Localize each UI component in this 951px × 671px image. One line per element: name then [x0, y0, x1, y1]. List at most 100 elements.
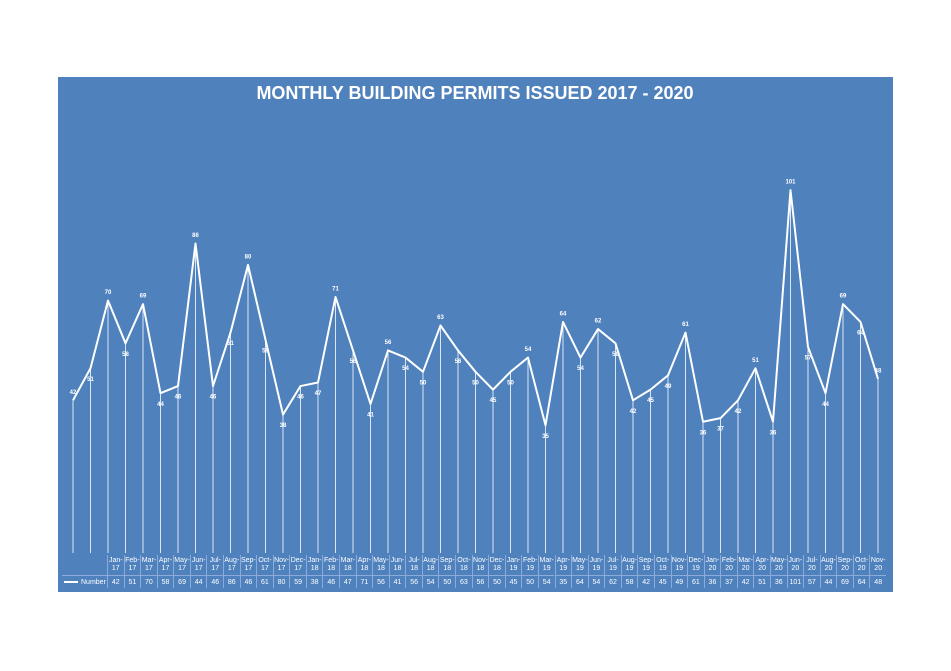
line [72, 189, 879, 427]
table-value: 44 [819, 575, 837, 588]
category-label: Jun-17 [189, 555, 207, 575]
table-value: 46 [206, 575, 223, 588]
table-value: 69 [836, 575, 853, 588]
table-value: 49 [670, 575, 688, 588]
data-label: 62 [595, 319, 602, 325]
data-label: 42 [70, 390, 77, 396]
data-label: 38 [280, 423, 287, 429]
table-value: 45 [653, 575, 671, 588]
legend-swatch [64, 581, 78, 583]
data-label: 86 [192, 233, 199, 239]
table-value: 50 [438, 575, 456, 588]
category-label: Nov-17 [272, 555, 290, 575]
data-label: 46 [297, 395, 304, 401]
data-label: 69 [140, 294, 147, 300]
data-label: 51 [752, 358, 759, 364]
table-value: 54 [537, 575, 555, 588]
category-label: Aug-17 [223, 555, 240, 575]
data-label: 56 [350, 359, 357, 365]
category-label: Jan-19 [504, 555, 522, 575]
table-value: 70 [140, 575, 157, 588]
data-label: 36 [770, 430, 777, 436]
data-label: 64 [560, 312, 567, 318]
data-label: 69 [840, 294, 847, 300]
category-label: Jul-19 [604, 555, 621, 575]
category-label: Sep-19 [637, 555, 654, 575]
category-label: Jul-18 [405, 555, 422, 575]
data-label: 63 [437, 315, 444, 321]
data-label: 42 [735, 409, 742, 415]
category-label: Feb-20 [720, 555, 737, 575]
category-label: Oct-17 [256, 555, 273, 575]
data-label: 61 [682, 322, 689, 328]
data-label: 45 [490, 398, 497, 404]
category-label: Sep-20 [836, 555, 853, 575]
category-label: Oct-19 [653, 555, 671, 575]
table-value: 62 [604, 575, 621, 588]
table-value: 54 [587, 575, 605, 588]
data-label: 47 [315, 391, 322, 397]
data-label: 54 [525, 347, 532, 353]
category-label: Apr-20 [753, 555, 770, 575]
legend-label: Number [81, 579, 106, 586]
category-label: Nov-19 [670, 555, 688, 575]
data-label: 44 [822, 402, 829, 408]
table-value: 41 [388, 575, 406, 588]
category-label: Jun-19 [587, 555, 605, 575]
table-value: 50 [488, 575, 505, 588]
table-value: 61 [687, 575, 704, 588]
table-value: 86 [223, 575, 240, 588]
table-value: 36 [769, 575, 787, 588]
category-label: Jun-20 [786, 555, 804, 575]
category-label: Dec-17 [289, 555, 306, 575]
table-value: 42 [736, 575, 754, 588]
category-label: Oct-20 [852, 555, 870, 575]
table-value: 69 [173, 575, 190, 588]
table-value: 101 [786, 575, 804, 588]
category-label: Jan-20 [703, 555, 721, 575]
category-label: Mar-18 [339, 555, 356, 575]
category-label: Apr-17 [156, 555, 174, 575]
table-value: 35 [554, 575, 572, 588]
data-label: 80 [245, 254, 252, 260]
data-label: 70 [105, 290, 112, 296]
category-label: Mar-20 [736, 555, 754, 575]
table-value: 59 [289, 575, 306, 588]
data-label: 71 [332, 287, 339, 293]
table-value: 61 [256, 575, 273, 588]
category-label: Jan-18 [305, 555, 323, 575]
table-value: 57 [803, 575, 820, 588]
data-label: 48 [875, 369, 882, 375]
category-label: Oct-18 [455, 555, 472, 575]
table-value: 80 [272, 575, 290, 588]
data-label: 35 [542, 434, 549, 440]
table-value: 46 [322, 575, 340, 588]
table-value: 42 [637, 575, 654, 588]
table-value: 48 [869, 575, 886, 588]
table-value: 58 [620, 575, 638, 588]
data-label: 45 [647, 398, 654, 404]
table-value: 58 [156, 575, 174, 588]
table-value: 36 [703, 575, 721, 588]
legend: Number [62, 575, 110, 589]
table-value: 64 [852, 575, 870, 588]
table-value: 56 [471, 575, 489, 588]
category-label: Nov-18 [471, 555, 489, 575]
category-label: Aug-20 [819, 555, 837, 575]
table-value: 56 [372, 575, 389, 588]
table-value: 63 [455, 575, 472, 588]
table-value: 50 [521, 575, 538, 588]
table-value: 56 [405, 575, 422, 588]
category-label: Aug-19 [620, 555, 638, 575]
data-label: 46 [210, 395, 217, 401]
category-label: May-18 [372, 555, 389, 575]
data-label: 56 [385, 340, 392, 346]
category-label: May-19 [571, 555, 588, 575]
table-value: 51 [123, 575, 141, 588]
category-label: May-20 [769, 555, 787, 575]
category-label: Jun-18 [388, 555, 406, 575]
data-label: 41 [367, 412, 374, 418]
category-label: Mar-17 [140, 555, 157, 575]
